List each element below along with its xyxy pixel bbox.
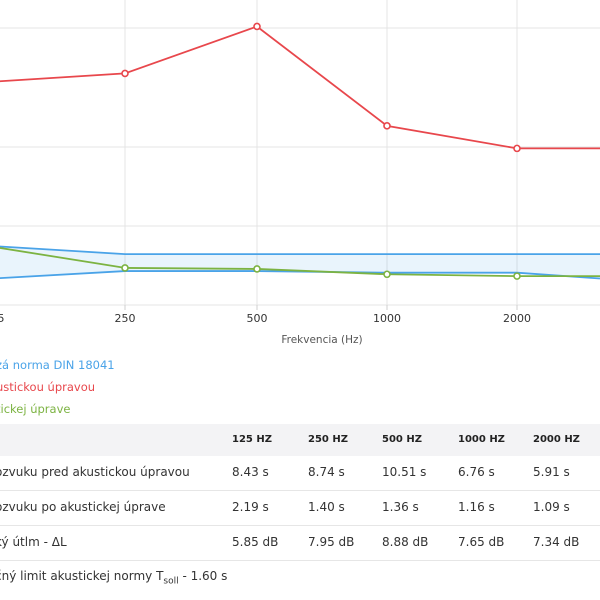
legend-item-after[interactable]: tickej úprave bbox=[0, 402, 70, 416]
cell-before-250: 8.74 s bbox=[308, 465, 345, 479]
legend-label-after: tickej úprave bbox=[0, 402, 71, 416]
x-tick-label-250: 250 bbox=[115, 312, 136, 325]
before-treatment-line bbox=[0, 25, 600, 150]
tolerance-upper-line bbox=[0, 245, 600, 256]
norm-limit-note: čný limit akustickej normy Tsoll - 1.60 … bbox=[0, 569, 227, 586]
cell-attenuation-1000: 7.65 dB bbox=[458, 535, 505, 549]
table-header-2000: 2000 HZ bbox=[533, 434, 580, 445]
x-axis-title: Frekvencia (Hz) bbox=[281, 334, 362, 346]
x-tick-label-1000: 1000 bbox=[373, 312, 401, 325]
tolerance-lower-line bbox=[0, 270, 600, 280]
before-treatment-point-3 bbox=[383, 122, 391, 130]
cell-after-125: 2.19 s bbox=[232, 500, 269, 514]
cell-before-1000: 6.76 s bbox=[458, 465, 495, 479]
chart-svg: 125 250 500 1000 2000 Frekvencia (Hz) bbox=[0, 0, 600, 346]
cell-after-1000: 1.16 s bbox=[458, 500, 495, 514]
before-treatment-point-1 bbox=[121, 69, 129, 78]
cell-attenuation-500: 8.88 dB bbox=[382, 535, 429, 549]
after-treatment-point-4 bbox=[513, 272, 521, 280]
norm-limit-suffix: - 1.60 s bbox=[178, 569, 228, 583]
table-row-attenuation: ký útlm - ΔL 5.85 dB 7.95 dB 8.88 dB 7.6… bbox=[0, 526, 600, 561]
cell-before-2000: 5.91 s bbox=[533, 465, 570, 479]
table-header-1000: 1000 HZ bbox=[458, 434, 505, 445]
legend-label-norm: zá norma DIN 18041 bbox=[0, 358, 115, 372]
before-treatment-point-4 bbox=[513, 144, 521, 153]
row-label-after: ozvuku po akustickej úprave bbox=[0, 500, 166, 514]
x-tick-label-2000: 2000 bbox=[503, 312, 531, 325]
x-tick-label-500: 500 bbox=[247, 312, 268, 325]
table-row-before: ozvuku pred akustickou úpravou 8.43 s 8.… bbox=[0, 456, 600, 491]
after-treatment-point-1 bbox=[121, 264, 129, 272]
legend-label-before: ustickou úpravou bbox=[0, 380, 96, 394]
table-header-125: 125 HZ bbox=[232, 434, 272, 445]
cell-attenuation-250: 7.95 dB bbox=[308, 535, 355, 549]
cell-before-125: 8.43 s bbox=[232, 465, 269, 479]
norm-limit-prefix: čný limit akustickej normy T bbox=[0, 569, 164, 583]
x-tick-label-125: 125 bbox=[0, 312, 5, 325]
cell-after-2000: 1.09 s bbox=[533, 500, 570, 514]
cell-after-500: 1.36 s bbox=[382, 500, 419, 514]
norm-limit-subscript: soll bbox=[163, 576, 179, 587]
reverberation-chart: 125 250 500 1000 2000 Frekvencia (Hz) bbox=[0, 0, 600, 346]
table-header-500: 500 HZ bbox=[382, 434, 422, 445]
after-treatment-point-3 bbox=[383, 270, 391, 279]
cell-after-250: 1.40 s bbox=[308, 500, 345, 514]
table-header-250: 250 HZ bbox=[308, 434, 348, 445]
after-treatment-line bbox=[0, 247, 600, 278]
legend-item-norm[interactable]: zá norma DIN 18041 bbox=[0, 358, 115, 372]
cell-attenuation-2000: 7.34 dB bbox=[533, 535, 580, 549]
cell-attenuation-125: 5.85 dB bbox=[232, 535, 279, 549]
row-label-attenuation: ký útlm - ΔL bbox=[0, 535, 67, 549]
table-row-after: ozvuku po akustickej úprave 2.19 s 1.40 … bbox=[0, 491, 600, 526]
after-treatment-point-2 bbox=[253, 265, 261, 273]
legend-item-before[interactable]: ustickou úpravou bbox=[0, 380, 95, 394]
before-treatment-point-2 bbox=[253, 22, 261, 31]
row-label-before: ozvuku pred akustickou úpravou bbox=[0, 465, 190, 479]
cell-before-500: 10.51 s bbox=[382, 465, 427, 479]
table-header-row: 125 HZ 250 HZ 500 HZ 1000 HZ 2000 HZ bbox=[0, 424, 600, 456]
